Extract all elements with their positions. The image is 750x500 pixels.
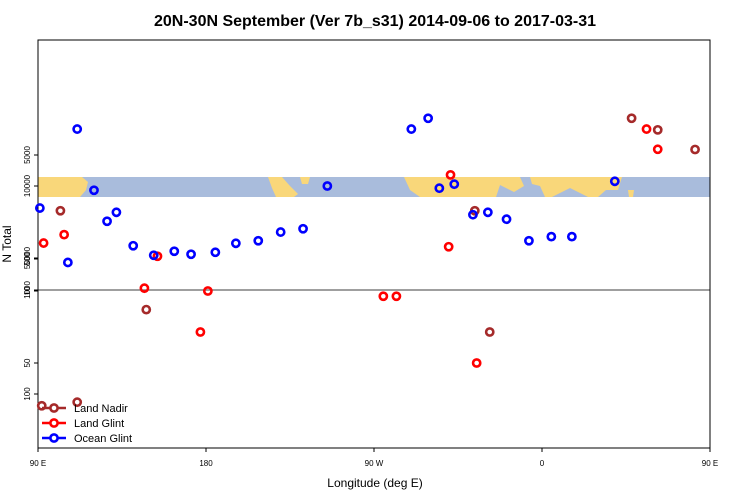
ocean-glint-point — [230, 238, 241, 249]
ocean-glint-point — [34, 203, 45, 213]
land-nadir-point — [36, 400, 47, 411]
land-glint-point — [59, 229, 70, 240]
ocean-glint-point — [72, 124, 83, 134]
legend-land-nadir-label: Land Nadir — [74, 403, 128, 415]
land-nadir-point — [55, 205, 66, 216]
map-land-africa-asia — [404, 177, 524, 197]
map-land-asia-west — [38, 177, 88, 197]
land-nadir-point — [484, 327, 495, 337]
land-glint-point — [139, 283, 150, 294]
land-nadir-point — [626, 113, 637, 124]
y-axis: 10 50 100 500 1000 5000 10000 50000 — [23, 146, 38, 401]
land-nadir-point — [690, 144, 700, 155]
ocean-glint-point — [449, 179, 460, 190]
x-axis-label: Longitude (deg E) — [327, 476, 422, 490]
x-tick-label: 0 — [540, 459, 545, 468]
ocean-glint-point — [434, 183, 445, 194]
land-nadir-point — [652, 124, 663, 135]
map-strip — [38, 177, 710, 197]
chart-title: 20N-30N September (Ver 7b_s31) 2014-09-0… — [154, 13, 596, 30]
land-nadir-point — [72, 397, 83, 408]
ocean-glint-point — [322, 181, 333, 191]
land-glint-point — [38, 238, 49, 248]
y-tick-label: 10 — [23, 286, 32, 295]
y-axis-label: N Total — [0, 225, 14, 262]
land-glint-point — [652, 144, 663, 155]
ocean-glint-point — [501, 214, 512, 225]
data-points — [34, 113, 700, 411]
y-tick-label: 10000 — [23, 174, 32, 197]
y-tick-label: 50000 — [23, 246, 32, 269]
land-glint-point — [641, 124, 652, 134]
legend-land-glint-label: Land Glint — [74, 418, 124, 430]
ocean-glint-point — [148, 250, 159, 261]
ocean-glint-point — [253, 235, 264, 246]
ocean-glint-point — [102, 216, 112, 227]
ocean-glint-point — [423, 113, 434, 124]
ocean-glint-point — [609, 176, 620, 187]
land-glint-point — [445, 169, 456, 180]
land-glint-point — [471, 358, 482, 368]
land-glint-point — [391, 291, 402, 302]
ocean-glint-point — [524, 235, 534, 246]
legend-land-nadir-marker — [49, 403, 59, 413]
land-glint-point — [443, 241, 454, 252]
plot-frame — [37, 39, 711, 449]
ocean-glint-point — [186, 249, 196, 260]
ocean-glint-point — [406, 124, 417, 134]
legend-ocean-glint-label: Ocean Glint — [74, 433, 132, 445]
land-nadir-point — [141, 304, 152, 315]
x-tick-label: 180 — [199, 459, 213, 468]
x-axis: 90 E 180 90 W 0 90 E — [30, 448, 718, 468]
land-glint-point — [378, 291, 389, 302]
y-tick-label: 500 — [23, 252, 32, 266]
y-tick-label: 5000 — [23, 146, 32, 164]
ocean-glint-point — [546, 231, 557, 242]
legend-ocean-glint-marker — [49, 433, 59, 443]
legend-land-glint-marker — [49, 418, 59, 428]
ocean-glint-point — [210, 247, 221, 258]
ocean-glint-point — [89, 185, 99, 196]
ocean-glint-point — [482, 207, 493, 218]
ocean-glint-point — [169, 246, 180, 257]
map-land-florida — [300, 177, 310, 184]
y-tick-label: 100 — [23, 387, 32, 401]
ocean-glint-point — [468, 209, 478, 220]
x-tick-label: 90 E — [702, 459, 718, 468]
map-land-mexico — [268, 177, 298, 197]
y-tick-label: 50 — [23, 358, 32, 367]
ocean-glint-point — [275, 227, 286, 237]
land-glint-point — [195, 327, 206, 337]
ocean-glint-point — [566, 231, 577, 242]
x-tick-label: 90 W — [365, 459, 384, 468]
ocean-glint-point — [298, 223, 308, 234]
ocean-glint-point — [111, 207, 122, 218]
ocean-glint-point — [128, 240, 139, 251]
map-land-taiwan — [628, 190, 634, 197]
map-land-india-asia — [530, 177, 622, 197]
x-tick-label: 90 E — [30, 459, 46, 468]
legend: Land Nadir Land Glint Ocean Glint — [42, 403, 132, 445]
land-glint-point — [202, 286, 213, 296]
ocean-glint-point — [62, 257, 73, 268]
y-tick-label: 1000 — [23, 281, 32, 299]
